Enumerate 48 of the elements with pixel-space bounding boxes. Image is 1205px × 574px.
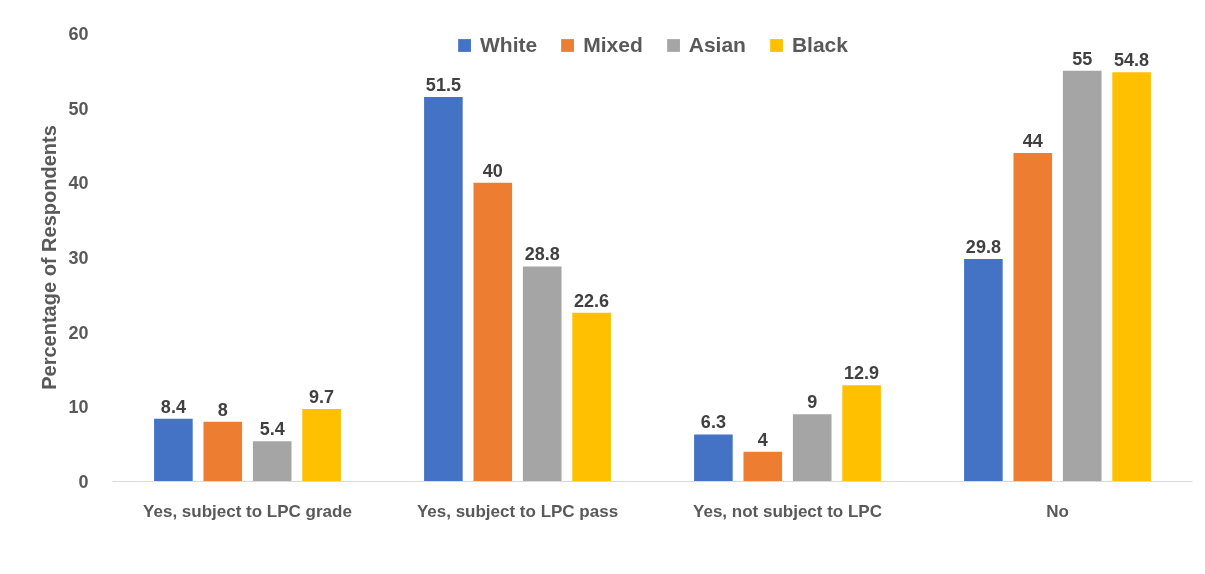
data-label: 40 xyxy=(482,160,503,181)
y-tick-label: 0 xyxy=(78,472,89,492)
data-label: 55 xyxy=(1072,48,1093,69)
y-tick-label: 50 xyxy=(68,98,89,119)
data-label: 4 xyxy=(757,429,768,450)
bar xyxy=(1112,72,1151,482)
x-tick-label: Yes, subject to LPC pass xyxy=(416,501,619,521)
bar xyxy=(252,441,292,482)
x-tick-label: No xyxy=(1046,501,1069,521)
y-tick-label: 10 xyxy=(68,397,89,418)
bar xyxy=(473,182,513,482)
data-label: 12.9 xyxy=(844,363,880,384)
bar xyxy=(424,96,463,482)
bar xyxy=(743,451,783,482)
y-axis-title: Percentage of Respondents xyxy=(38,125,61,390)
data-label: 5.4 xyxy=(259,419,285,440)
y-tick-label: 20 xyxy=(68,322,89,343)
bar xyxy=(792,414,832,482)
x-tick-label: Yes, not subject to LPC xyxy=(693,501,882,521)
data-label: 51.5 xyxy=(425,74,461,95)
data-label: 6.3 xyxy=(700,412,726,433)
bar xyxy=(572,312,611,482)
data-label: 29.8 xyxy=(965,236,1001,257)
data-label: 8 xyxy=(217,399,228,420)
bar xyxy=(154,418,193,482)
data-label: 9.7 xyxy=(309,387,335,408)
legend-label: White xyxy=(480,33,538,57)
data-label: 22.6 xyxy=(574,290,610,311)
data-label: 8.4 xyxy=(160,396,186,417)
bar xyxy=(203,421,243,482)
bar xyxy=(522,266,562,482)
legend-label: Black xyxy=(791,33,848,57)
bar xyxy=(842,385,881,482)
bar xyxy=(1013,152,1053,482)
data-label: 54.8 xyxy=(1114,50,1150,71)
data-label: 28.8 xyxy=(524,244,560,265)
x-tick-label: Yes, subject to LPC grade xyxy=(143,501,352,521)
y-tick-label: 40 xyxy=(68,173,89,194)
legend-label: Mixed xyxy=(583,33,643,57)
bar xyxy=(302,409,341,482)
data-label: 44 xyxy=(1022,130,1043,151)
y-tick-label: 30 xyxy=(68,248,89,268)
bar xyxy=(1062,70,1102,482)
bar xyxy=(694,434,733,482)
bar xyxy=(964,258,1003,482)
y-tick-label: 60 xyxy=(68,24,89,44)
legend-label: Asian xyxy=(688,33,746,57)
data-label: 9 xyxy=(807,392,818,413)
